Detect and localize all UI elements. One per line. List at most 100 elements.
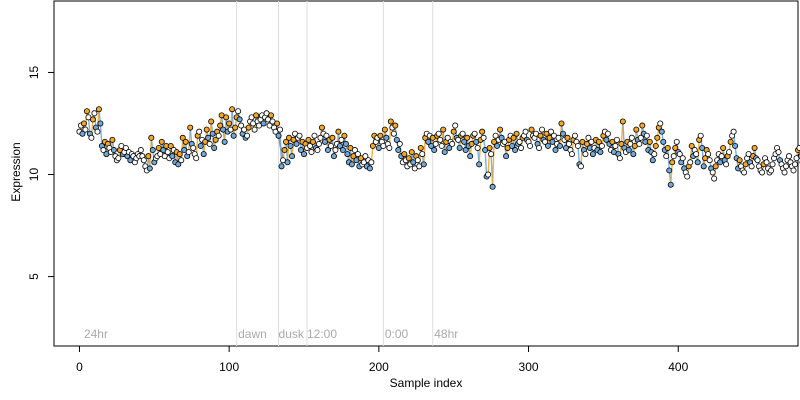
data-point <box>296 132 303 139</box>
x-axis-label: Sample index <box>390 376 463 390</box>
data-point <box>646 138 653 145</box>
data-point <box>652 142 659 149</box>
data-point <box>140 157 147 164</box>
data-point <box>700 163 707 170</box>
data-point <box>110 147 117 154</box>
data-point <box>775 149 782 156</box>
series-segment <box>99 123 103 146</box>
data-point <box>179 134 186 141</box>
data-point <box>311 132 318 139</box>
data-point <box>167 142 174 149</box>
data-point <box>666 167 673 174</box>
data-point <box>178 157 185 164</box>
data-point <box>182 138 189 145</box>
data-point <box>253 112 260 119</box>
data-point <box>651 151 658 158</box>
data-point <box>509 142 516 149</box>
data-point <box>339 147 346 154</box>
data-point <box>672 144 679 151</box>
x-tick-label: 0 <box>76 360 83 374</box>
data-point <box>485 171 492 178</box>
data-point <box>330 153 337 160</box>
data-point <box>185 149 192 156</box>
data-point <box>268 112 275 119</box>
data-point <box>796 144 800 151</box>
data-point <box>97 120 104 127</box>
data-point <box>342 140 349 147</box>
phase-labels: 24hr dawn dusk 12:00 0:00 48hr <box>84 327 458 341</box>
data-point <box>300 151 307 158</box>
data-point <box>670 153 677 160</box>
data-point <box>435 130 442 137</box>
data-point <box>449 140 456 147</box>
data-point <box>235 108 242 115</box>
data-point <box>568 151 575 158</box>
phase-label: 24hr <box>84 327 108 341</box>
data-point <box>582 151 589 158</box>
phase-label: 0:00 <box>385 327 409 341</box>
data-point <box>612 142 619 149</box>
data-point <box>408 149 415 156</box>
series-segment <box>418 147 422 167</box>
data-point <box>786 153 793 160</box>
data-point <box>420 161 427 168</box>
data-point <box>598 142 605 149</box>
data-point <box>664 144 671 151</box>
data-point <box>369 142 376 149</box>
data-point <box>727 138 734 145</box>
data-point <box>741 169 748 176</box>
data-point <box>149 147 156 154</box>
data-point <box>221 138 228 145</box>
data-point <box>711 175 718 182</box>
data-point <box>203 126 210 133</box>
data-point <box>723 161 730 168</box>
data-point <box>211 144 218 151</box>
data-point <box>289 153 296 160</box>
data-point <box>387 118 394 125</box>
data-point <box>555 134 562 141</box>
data-point <box>309 138 316 145</box>
data-point <box>654 134 661 141</box>
data-point <box>669 159 676 166</box>
data-point <box>476 161 483 168</box>
data-point <box>595 138 602 145</box>
data-point <box>148 134 155 141</box>
data-point <box>537 132 544 139</box>
data-point <box>709 169 716 176</box>
data-point <box>278 163 285 170</box>
data-point <box>146 165 153 172</box>
data-point <box>351 147 358 154</box>
data-point <box>396 140 403 147</box>
data-point <box>783 163 790 170</box>
data-point <box>754 157 761 164</box>
data-point <box>559 130 566 137</box>
data-point <box>336 142 343 149</box>
data-point <box>392 122 399 129</box>
data-point <box>694 159 701 166</box>
data-point <box>206 140 213 147</box>
data-point <box>497 126 504 133</box>
data-point <box>223 114 230 121</box>
data-point <box>80 120 87 127</box>
data-point <box>362 153 369 160</box>
data-point <box>649 157 656 164</box>
phase-label: 12:00 <box>307 327 337 341</box>
data-point <box>329 134 336 141</box>
data-point <box>354 151 361 158</box>
data-point <box>251 126 258 133</box>
y-axis: 5 10 15 <box>27 65 54 280</box>
data-point <box>226 120 233 127</box>
data-point <box>82 126 89 133</box>
data-point <box>660 138 667 145</box>
data-point <box>91 110 98 117</box>
data-point <box>332 147 339 154</box>
phase-label: dawn <box>238 327 267 341</box>
data-point <box>232 124 239 131</box>
data-point <box>327 142 334 149</box>
data-point <box>341 132 348 139</box>
phase-lines <box>236 1 434 346</box>
data-point <box>431 147 438 154</box>
data-point <box>503 153 510 160</box>
series-points <box>76 106 800 190</box>
